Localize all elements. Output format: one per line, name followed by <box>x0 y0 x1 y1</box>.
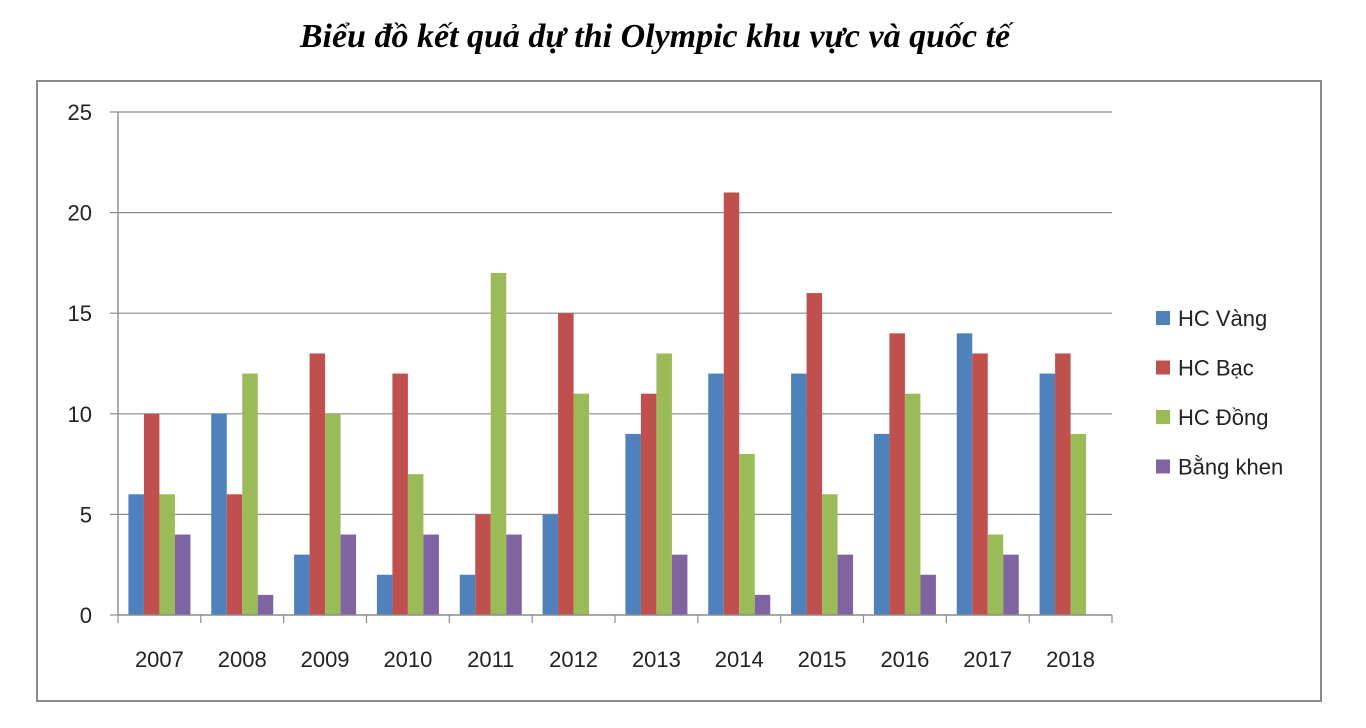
bar <box>1070 433 1087 615</box>
x-tick-label: 2014 <box>715 647 764 672</box>
bar <box>309 353 326 615</box>
chart-title: Biểu đồ kết quả dự thi Olympic khu vực v… <box>299 18 1011 55</box>
y-tick-label: 25 <box>68 100 92 125</box>
y-tick-label: 15 <box>68 301 92 326</box>
bar <box>822 494 838 615</box>
bar <box>754 594 771 615</box>
bar <box>920 574 936 615</box>
bar <box>558 313 574 615</box>
bar <box>987 534 1004 615</box>
y-tick-label: 10 <box>68 402 92 427</box>
bar <box>340 534 357 615</box>
bar <box>325 413 341 615</box>
x-tick-label: 2008 <box>218 647 267 672</box>
axes: 0 5 10 15 20 25 2007 2008 2009 2010 2011 2012 2013 20… <box>68 100 1113 672</box>
legend-label: HC Vàng <box>1178 306 1267 331</box>
x-tick-label: 2009 <box>301 647 350 672</box>
bar <box>475 514 491 615</box>
x-tick-label: 2015 <box>798 647 847 672</box>
x-tick-label: 2016 <box>880 647 929 672</box>
bar <box>873 433 890 615</box>
legend-label: HC Đồng <box>1178 405 1268 430</box>
bar <box>490 272 507 615</box>
bar <box>506 534 522 615</box>
bar <box>459 574 476 615</box>
bar <box>159 494 175 615</box>
bar <box>1039 373 1056 615</box>
bar <box>723 192 740 616</box>
legend: HC Vàng HC Bạc HC Đồng Bằng khen <box>1156 306 1283 480</box>
bar <box>656 353 672 615</box>
bar <box>143 413 160 615</box>
legend-label: HC Bạc <box>1178 356 1254 381</box>
bar <box>423 534 439 615</box>
legend-swatch <box>1156 360 1170 375</box>
x-tick-label: 2018 <box>1046 647 1095 672</box>
y-tick-label: 0 <box>80 603 92 628</box>
bar <box>625 433 641 615</box>
bar <box>573 393 590 615</box>
bar <box>904 393 921 615</box>
bar <box>1055 353 1071 615</box>
bar <box>671 554 688 615</box>
x-tick-label: 2010 <box>383 647 432 672</box>
bar <box>407 474 424 615</box>
x-tick-label: 2012 <box>549 647 598 672</box>
bar <box>242 373 258 615</box>
legend-swatch <box>1156 459 1170 474</box>
bar <box>376 574 393 615</box>
y-tick-label: 20 <box>68 201 92 226</box>
bar <box>889 333 905 615</box>
bar <box>791 373 807 615</box>
bar <box>128 494 144 615</box>
bars <box>128 192 1087 616</box>
bar <box>1003 554 1019 615</box>
legend-swatch <box>1156 311 1170 325</box>
bar <box>211 413 227 615</box>
legend-label: Bằng khen <box>1178 455 1283 480</box>
bar <box>174 534 191 615</box>
bar <box>294 554 310 615</box>
bar <box>257 594 274 615</box>
bar <box>226 494 243 615</box>
bar <box>972 353 988 615</box>
y-tick-label: 5 <box>80 502 92 527</box>
bar <box>640 393 657 615</box>
bar <box>392 373 408 615</box>
bar <box>708 373 724 615</box>
legend-swatch <box>1156 410 1170 424</box>
bar <box>542 514 559 615</box>
x-tick-label: 2017 <box>963 647 1012 672</box>
x-tick-label: 2011 <box>467 647 514 672</box>
x-tick-label: 2013 <box>632 647 681 672</box>
bar <box>739 454 755 615</box>
bar <box>806 293 823 615</box>
bar <box>837 554 854 615</box>
gridlines <box>118 111 1112 516</box>
x-tick-label: 2007 <box>135 647 184 672</box>
bar <box>956 333 973 615</box>
